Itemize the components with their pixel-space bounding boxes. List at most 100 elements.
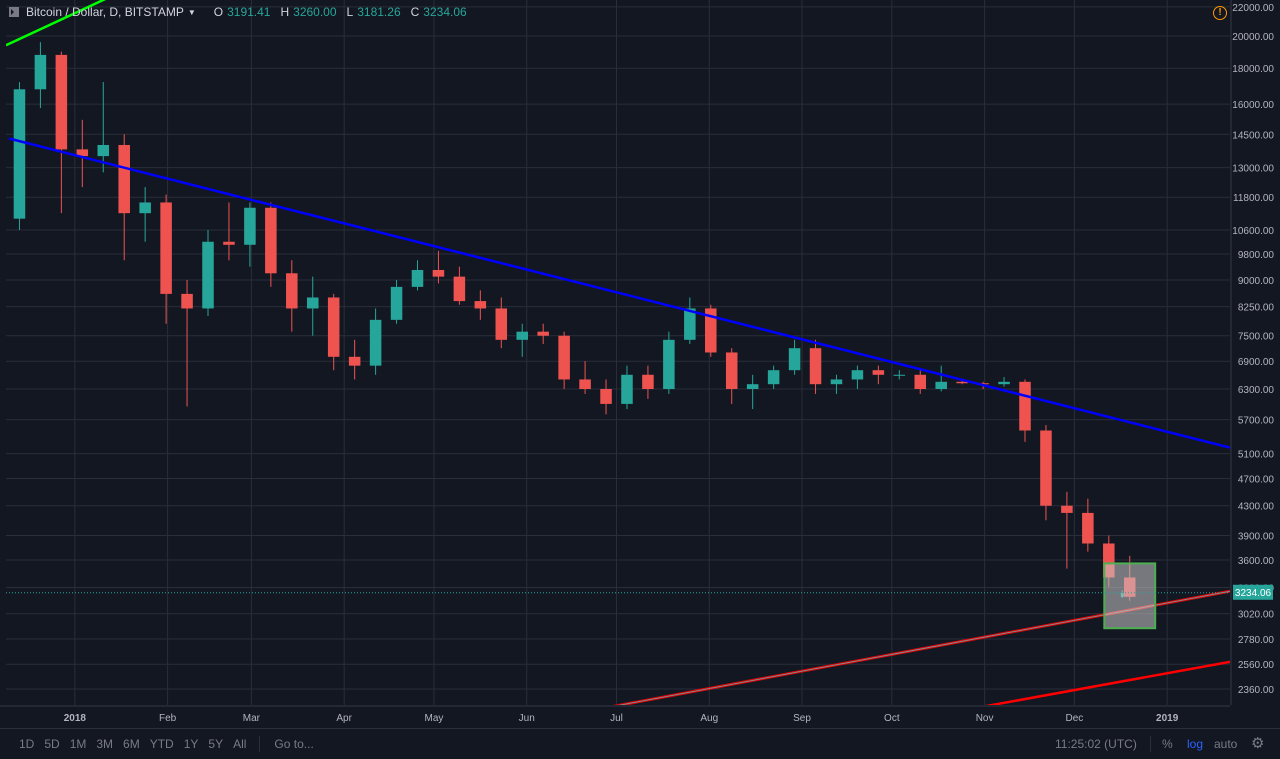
candle-body bbox=[642, 374, 654, 390]
time-tick-label: Apr bbox=[336, 713, 352, 724]
candle-body bbox=[516, 331, 528, 340]
candle-body bbox=[809, 348, 822, 385]
price-tick-label: 18000.00 bbox=[1232, 64, 1274, 75]
candle-body bbox=[558, 335, 570, 380]
candle-body bbox=[34, 54, 47, 90]
candle-body bbox=[663, 339, 675, 390]
candle-body bbox=[139, 202, 151, 214]
price-tick-label: 6900.00 bbox=[1238, 357, 1275, 368]
candle-body bbox=[495, 308, 508, 340]
candle-body bbox=[369, 319, 382, 366]
upper-trendline bbox=[6, 0, 107, 47]
time-tick-label: Dec bbox=[1065, 713, 1083, 724]
candle-body bbox=[181, 293, 193, 309]
highlight-rectangle bbox=[1103, 562, 1157, 630]
price-tick-label: 16000.00 bbox=[1232, 100, 1274, 111]
candle-body bbox=[97, 144, 110, 157]
candle-body bbox=[1019, 381, 1031, 431]
price-tick-label: 22000.00 bbox=[1232, 3, 1274, 14]
price-tick-label: 14500.00 bbox=[1232, 130, 1274, 141]
alert-icon[interactable]: ! bbox=[1213, 6, 1227, 20]
candle-body bbox=[411, 269, 424, 287]
price-tick-label: 5700.00 bbox=[1238, 416, 1275, 427]
candle-body bbox=[684, 308, 696, 340]
candle-body bbox=[202, 241, 214, 309]
range-3m-button[interactable]: 3M bbox=[96, 737, 114, 751]
range-5d-button[interactable]: 5D bbox=[44, 737, 60, 751]
time-tick-label: 2019 bbox=[1156, 713, 1179, 724]
auto-scale-toggle[interactable]: auto bbox=[1214, 737, 1238, 751]
price-tick-label: 3020.00 bbox=[1238, 610, 1275, 621]
open-label: O bbox=[213, 5, 224, 19]
candle-body bbox=[286, 273, 298, 309]
candle-body bbox=[725, 352, 738, 390]
high-label: H bbox=[280, 5, 290, 19]
candle-body bbox=[1040, 430, 1052, 506]
candle-body bbox=[872, 370, 885, 375]
time-tick-label: Oct bbox=[884, 713, 900, 724]
range-ytd-button[interactable]: YTD bbox=[149, 737, 174, 751]
candle-body bbox=[118, 144, 130, 214]
time-tick-label: Jun bbox=[519, 713, 535, 724]
log-scale-toggle[interactable]: log bbox=[1187, 737, 1204, 751]
gear-icon[interactable]: ⚙ bbox=[1251, 735, 1265, 752]
price-tick-label: 9800.00 bbox=[1238, 250, 1275, 261]
price-tick-label: 5100.00 bbox=[1238, 450, 1275, 461]
open-value: 3191.41 bbox=[227, 5, 271, 19]
candle-body bbox=[830, 379, 843, 385]
low-value: 3181.26 bbox=[357, 5, 401, 19]
time-tick-label: Nov bbox=[976, 713, 994, 724]
price-tick-label: 2560.00 bbox=[1238, 660, 1275, 671]
symbol-logo-icon bbox=[8, 6, 20, 18]
candle-body bbox=[453, 276, 466, 302]
candle-body bbox=[788, 348, 801, 371]
price-tick-label: 3900.00 bbox=[1238, 532, 1275, 543]
candle-body bbox=[746, 384, 759, 390]
candle-body bbox=[1061, 505, 1073, 513]
range-5y-button[interactable]: 5Y bbox=[208, 737, 224, 751]
time-tick-label: May bbox=[424, 713, 443, 724]
price-tick-label: 4300.00 bbox=[1238, 502, 1275, 513]
candle-body bbox=[474, 301, 487, 309]
price-chart[interactable]: 22000.00 20000.00 18000.00 16000.00 14500.00… bbox=[0, 0, 1280, 728]
candle-body bbox=[348, 356, 361, 366]
price-tick-label: 3600.00 bbox=[1238, 556, 1275, 567]
bottom-toolbar: 1D 5D 1M 3M 6M YTD 1Y 5Y All Go to... 11… bbox=[0, 728, 1280, 759]
symbol-title[interactable]: Bitcoin / Dollar, D, BITSTAMP bbox=[26, 5, 184, 19]
price-tick-label: 9000.00 bbox=[1238, 276, 1275, 287]
candle-body bbox=[956, 381, 968, 384]
plot-area bbox=[6, 0, 1230, 705]
candle-body bbox=[579, 379, 591, 390]
chevron-down-icon[interactable]: ▼ bbox=[187, 7, 196, 17]
percent-scale-toggle[interactable]: % bbox=[1162, 737, 1173, 751]
time-tick-label: Feb bbox=[159, 713, 177, 724]
toolbar-divider bbox=[1150, 736, 1151, 752]
goto-date-button[interactable]: Go to... bbox=[274, 737, 314, 751]
price-tick-label: 2360.00 bbox=[1238, 685, 1275, 696]
candle-body bbox=[705, 308, 717, 353]
candle-body bbox=[265, 207, 277, 274]
close-value: 3234.06 bbox=[423, 5, 467, 19]
chart-background bbox=[0, 0, 1280, 728]
range-all-button[interactable]: All bbox=[233, 737, 247, 751]
time-tick-label: Aug bbox=[700, 713, 718, 724]
low-label: L bbox=[346, 5, 354, 19]
candle-body bbox=[390, 286, 403, 320]
candle-body bbox=[893, 374, 906, 376]
price-tick-label: 10600.00 bbox=[1232, 226, 1274, 237]
toolbar-divider bbox=[259, 736, 261, 752]
range-1d-button[interactable]: 1D bbox=[19, 737, 35, 751]
symbol-legend: Bitcoin / Dollar, D, BITSTAMP ▼ O 3191.41… bbox=[8, 3, 467, 21]
range-1m-button[interactable]: 1M bbox=[69, 737, 87, 751]
price-tick-label: 6300.00 bbox=[1238, 385, 1275, 396]
price-tick-label: 13000.00 bbox=[1232, 164, 1274, 175]
candle-body bbox=[55, 54, 68, 150]
range-1y-button[interactable]: 1Y bbox=[183, 737, 199, 751]
price-tick-label: 11800.00 bbox=[1233, 193, 1274, 204]
candle-body bbox=[306, 297, 319, 309]
candle-body bbox=[977, 383, 989, 385]
candle-body bbox=[621, 374, 633, 404]
candle-body bbox=[600, 389, 612, 404]
candle-body bbox=[13, 89, 26, 219]
range-6m-button[interactable]: 6M bbox=[123, 737, 140, 751]
